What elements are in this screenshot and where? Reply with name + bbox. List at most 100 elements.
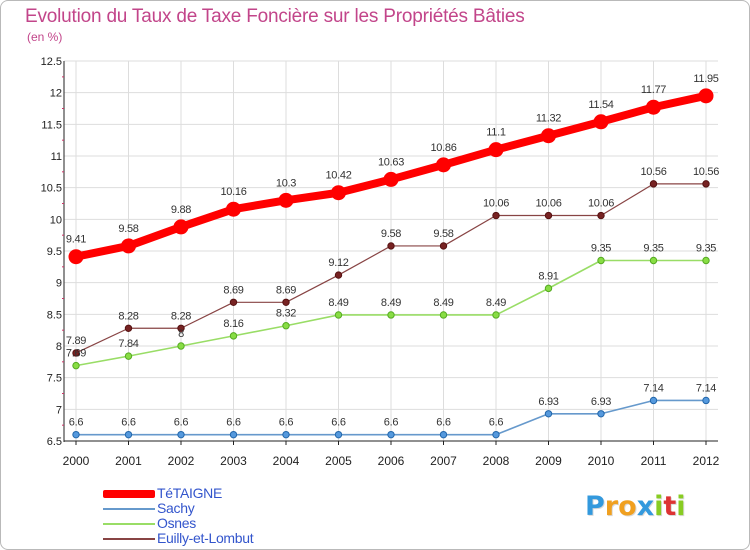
y-tick-label: 8.5 [47, 309, 62, 321]
data-label-euilly-et-lombut: 9.58 [433, 228, 453, 240]
data-label-t-taigne: 10.42 [325, 170, 351, 182]
data-label-t-taigne: 11.1 [486, 127, 506, 139]
data-label-sachy: 6.6 [69, 417, 84, 429]
data-label-osnes: 8.49 [486, 297, 506, 309]
y-tick-label: 7 [56, 404, 62, 416]
data-label-sachy: 6.93 [591, 396, 611, 408]
data-point-euilly-et-lombut [387, 242, 395, 250]
data-point-t-taigne [278, 192, 294, 208]
data-point-euilly-et-lombut [177, 324, 185, 332]
data-label-euilly-et-lombut: 8.69 [276, 284, 296, 296]
data-label-osnes: 8.49 [381, 297, 401, 309]
data-label-euilly-et-lombut: 7.89 [66, 335, 86, 347]
data-label-euilly-et-lombut: 9.12 [328, 257, 348, 269]
data-label-t-taigne: 11.54 [588, 99, 613, 111]
data-point-euilly-et-lombut [492, 211, 500, 220]
y-tick-label: 11.5 [41, 119, 62, 131]
data-point-sachy [72, 430, 80, 439]
data-point-euilly-et-lombut [702, 180, 710, 188]
data-label-euilly-et-lombut: 10.56 [693, 166, 719, 178]
data-label-sachy: 6.6 [121, 417, 136, 429]
data-label-osnes: 8 [178, 328, 184, 340]
logo-letter: i [654, 491, 664, 522]
y-tick-label: 12.5 [41, 56, 62, 68]
data-point-sachy [492, 430, 500, 439]
data-label-euilly-et-lombut: 8.28 [118, 310, 138, 322]
logo-letter: x [636, 491, 655, 522]
data-point-euilly-et-lombut [597, 211, 605, 220]
data-label-osnes: 8.91 [538, 270, 558, 282]
x-tick-label: 2004 [273, 454, 300, 468]
logo-letter: t [663, 491, 677, 522]
y-tick-label: 11 [51, 151, 62, 163]
x-tick-label: 2010 [588, 454, 615, 468]
data-point-sachy [702, 396, 710, 405]
x-tick-label: 2009 [535, 454, 562, 468]
legend-label-tetaigne: TéTAIGNE [157, 485, 223, 501]
data-point-t-taigne [226, 201, 241, 217]
data-label-osnes: 7.84 [118, 338, 138, 350]
y-tick-label: 12 [50, 88, 62, 100]
x-tick-label: 2007 [430, 454, 457, 468]
data-point-sachy [439, 430, 448, 439]
legend-label-osnes: Osnes [157, 515, 196, 531]
data-label-euilly-et-lombut: 10.06 [588, 198, 614, 210]
data-point-t-taigne [173, 219, 189, 235]
data-point-t-taigne [121, 238, 136, 254]
data-label-euilly-et-lombut: 10.06 [535, 198, 561, 210]
data-label-t-taigne: 10.16 [220, 186, 246, 198]
data-label-sachy: 6.93 [538, 396, 558, 408]
data-point-osnes [597, 256, 605, 265]
data-point-sachy [544, 410, 553, 418]
data-label-sachy: 6.6 [174, 417, 189, 429]
y-tick-label: 9 [56, 278, 62, 290]
data-label-osnes: 8.32 [276, 308, 296, 320]
data-point-osnes [492, 311, 500, 319]
data-label-osnes: 8.49 [433, 297, 453, 309]
data-label-t-taigne: 10.86 [430, 142, 456, 154]
data-point-euilly-et-lombut [229, 298, 238, 306]
data-point-sachy [649, 396, 658, 405]
y-tick-label: 8 [56, 341, 62, 353]
x-tick-label: 2005 [325, 454, 352, 468]
legend-swatch-tetaigne [103, 490, 155, 498]
data-point-osnes [124, 352, 133, 360]
data-label-osnes: 9.35 [643, 243, 663, 255]
data-point-t-taigne [68, 249, 84, 265]
data-label-euilly-et-lombut: 9.58 [381, 228, 401, 240]
x-tick-label: 2012 [693, 454, 720, 468]
data-label-t-taigne: 11.77 [641, 84, 666, 96]
legend-swatch-sachy [103, 508, 155, 510]
legend-label-euilly-et-lombut: Euilly-et-Lombut [157, 530, 254, 546]
data-point-sachy [334, 430, 343, 439]
data-label-t-taigne: 11.95 [693, 73, 718, 85]
data-point-euilly-et-lombut [439, 242, 448, 250]
data-label-euilly-et-lombut: 10.56 [640, 166, 666, 178]
data-label-t-taigne: 11.32 [536, 113, 561, 125]
x-tick-label: 2000 [63, 454, 90, 468]
x-tick-label: 2011 [641, 454, 667, 468]
data-point-euilly-et-lombut [544, 211, 553, 220]
data-point-osnes [72, 361, 80, 370]
logo-letter: i [676, 491, 686, 522]
data-label-euilly-et-lombut: 10.06 [483, 198, 509, 210]
data-label-osnes: 9.35 [696, 243, 716, 255]
data-point-osnes [387, 311, 395, 319]
data-label-t-taigne: 9.58 [118, 223, 138, 235]
data-point-euilly-et-lombut [334, 271, 343, 279]
data-label-euilly-et-lombut: 8.69 [223, 284, 243, 296]
data-point-euilly-et-lombut [649, 180, 658, 188]
data-point-sachy [387, 430, 395, 439]
data-point-euilly-et-lombut [282, 298, 290, 306]
data-point-osnes [229, 332, 238, 340]
data-point-osnes [282, 322, 290, 330]
y-tick-label: 10 [50, 214, 62, 226]
y-tick-label: 6.5 [47, 436, 62, 448]
data-point-sachy [177, 430, 185, 439]
data-point-osnes [702, 256, 710, 265]
data-point-osnes [439, 311, 448, 319]
data-point-sachy [282, 430, 290, 439]
data-label-osnes: 8.49 [328, 297, 348, 309]
data-point-t-taigne [646, 99, 661, 115]
